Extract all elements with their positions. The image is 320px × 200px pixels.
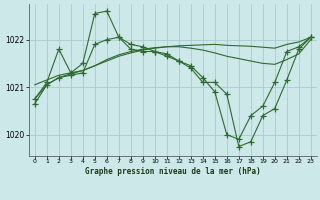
- X-axis label: Graphe pression niveau de la mer (hPa): Graphe pression niveau de la mer (hPa): [85, 167, 261, 176]
